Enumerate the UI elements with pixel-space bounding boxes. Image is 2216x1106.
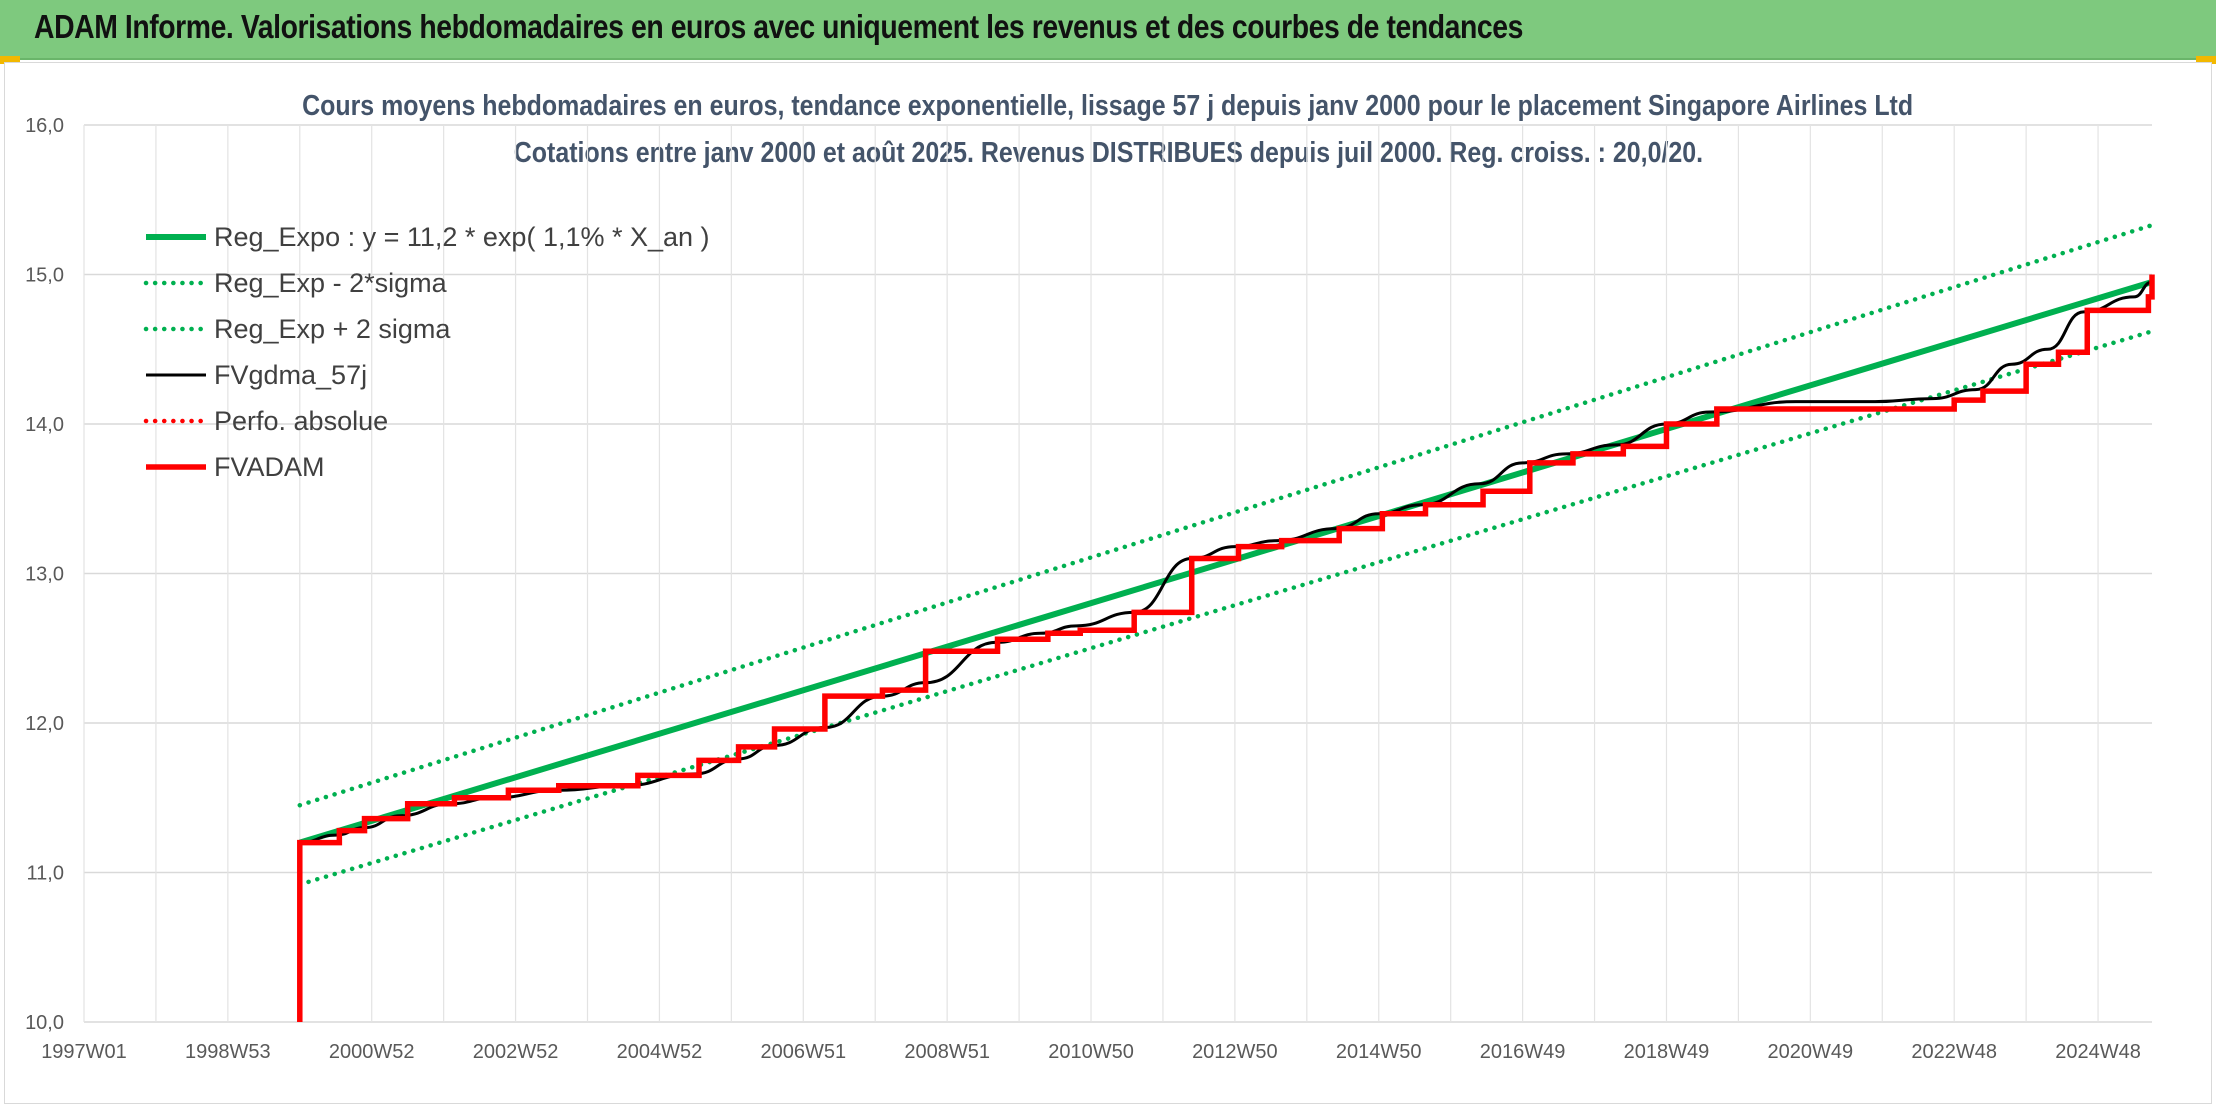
x-tick-label: 2014W50: [1336, 1041, 1422, 1063]
x-tick-label: 1998W53: [185, 1041, 271, 1063]
legend-label: Reg_Expo : y = 11,2 * exp( 1,1% * X_an ): [214, 222, 710, 252]
x-tick-label: 2012W50: [1192, 1041, 1278, 1063]
x-tick-label: 2024W48: [2055, 1041, 2141, 1063]
series-line-reg-expo-y-11-2-exp-1-1-x-an: [298, 279, 2153, 846]
series-line-reg-exp-2-sigma: [297, 222, 2155, 808]
y-tick-label: 12,0: [25, 713, 64, 735]
x-tick-label: 2022W48: [1911, 1041, 1997, 1063]
x-tick-label: 2008W51: [904, 1041, 990, 1063]
x-tick-label: 2020W49: [1768, 1041, 1854, 1063]
y-tick-label: 15,0: [25, 265, 64, 287]
legend-label: FVADAM: [214, 452, 325, 482]
corner-mark-top-right: [2196, 56, 2216, 64]
x-tick-label: 2004W52: [617, 1041, 703, 1063]
chart-subtitle: Cotations entre janv 2000 et août 2025. …: [0, 137, 2216, 170]
report-banner: ADAM Informe. Valorisations hebdomadaire…: [0, 0, 2216, 60]
x-tick-label: 1997W01: [41, 1041, 127, 1063]
y-tick-label: 10,0: [25, 1012, 64, 1034]
x-tick-label: 2000W52: [329, 1041, 415, 1063]
y-tick-label: 14,0: [25, 414, 64, 436]
legend-label: FVgdma_57j: [214, 360, 367, 390]
x-tick-label: 2018W49: [1624, 1041, 1710, 1063]
chart-title-line2: Cotations entre janv 2000 et août 2025. …: [513, 137, 1703, 169]
report-title: ADAM Informe. Valorisations hebdomadaire…: [34, 8, 1523, 45]
x-tick-label: 2010W50: [1048, 1041, 1134, 1063]
legend-label: Perfo. absolue: [214, 406, 388, 436]
y-tick-label: 11,0: [27, 863, 64, 885]
legend-label: Reg_Exp + 2 sigma: [214, 314, 451, 344]
y-tick-label: 13,0: [25, 564, 64, 586]
legend-label: Reg_Exp - 2*sigma: [214, 268, 448, 298]
series-line-reg-exp-2-sigma: [297, 329, 2155, 887]
x-tick-label: 2002W52: [473, 1041, 559, 1063]
corner-mark-top-left: [0, 56, 20, 64]
y-tick-label: 16,0: [25, 115, 64, 137]
chart-title: Cours moyens hebdomadaires en euros, ten…: [0, 90, 2216, 123]
x-tick-label: 2016W49: [1480, 1041, 1566, 1063]
chart-title-line1: Cours moyens hebdomadaires en euros, ten…: [302, 90, 1914, 122]
x-tick-label: 2006W51: [760, 1041, 846, 1063]
series-line-fvadam: [297, 274, 2155, 1022]
